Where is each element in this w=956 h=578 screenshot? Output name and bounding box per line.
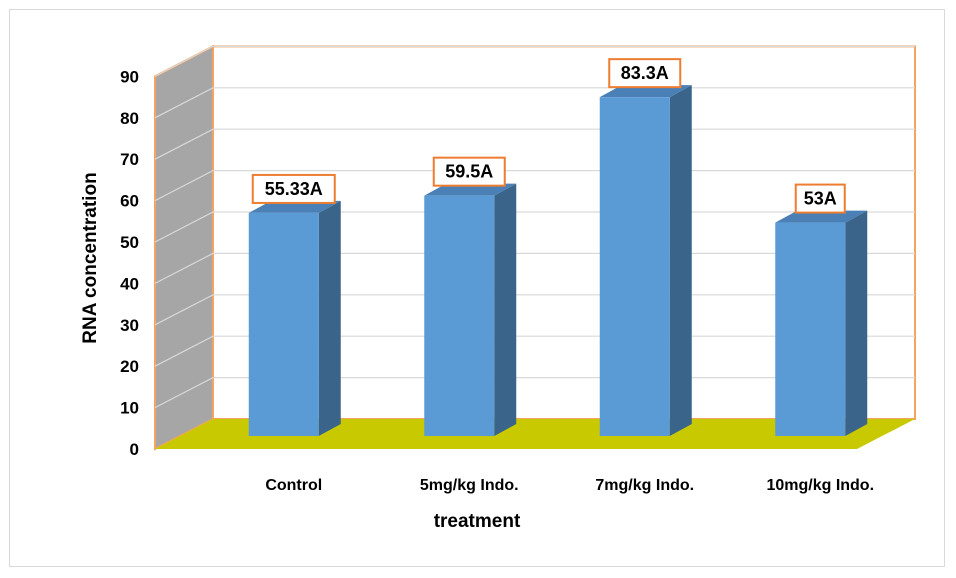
data-label: 83.3A	[621, 63, 669, 83]
y-tick-label: 90	[120, 67, 139, 86]
data-label-box	[608, 58, 682, 89]
x-tick-label: 10mg/kg Indo.	[766, 477, 874, 494]
chart-walls	[154, 44, 916, 451]
y-tick-label: 10	[120, 399, 139, 418]
y-tick-label: 80	[120, 109, 139, 128]
bar-side	[845, 210, 868, 436]
x-tick-label: Control	[265, 477, 322, 494]
data-label: 59.5A	[445, 162, 493, 182]
bar	[248, 212, 319, 436]
bar-side	[669, 85, 692, 436]
bar	[424, 195, 495, 436]
data-label: 55.33A	[265, 179, 323, 199]
y-tick-label: 30	[120, 316, 139, 335]
data-label-box	[251, 173, 336, 204]
bar-side	[494, 183, 517, 436]
y-tick-label: 20	[120, 357, 139, 376]
data-label: 53A	[804, 189, 837, 209]
x-tick-label: 7mg/kg Indo.	[595, 477, 694, 494]
gridline	[154, 45, 915, 77]
bar	[775, 222, 846, 436]
y-axis-ticks: 0 10 20 30 40 50 60 70 80 90	[120, 67, 139, 459]
y-tick-label: 70	[120, 150, 139, 169]
y-tick-label: 60	[120, 192, 139, 211]
y-tick-label: 0	[130, 440, 139, 459]
bar-side	[318, 200, 341, 436]
x-axis-title: treatment	[434, 511, 521, 532]
floor	[155, 419, 915, 449]
y-tick-label: 50	[120, 233, 139, 252]
bar	[599, 97, 670, 436]
x-tick-label: 5mg/kg Indo.	[420, 477, 519, 494]
x-axis-categories: Control 5mg/kg Indo. 7mg/kg Indo. 10mg/kg I…	[265, 477, 874, 494]
side-wall	[154, 44, 214, 451]
y-tick-label: 40	[120, 274, 139, 293]
data-label-box	[432, 156, 506, 187]
data-label-box	[794, 183, 846, 214]
y-axis-title: RNA concentration	[80, 172, 101, 343]
chart-floor	[155, 419, 915, 449]
data-labels: 55.33A 59.5A 83.3A 53A	[251, 58, 846, 214]
